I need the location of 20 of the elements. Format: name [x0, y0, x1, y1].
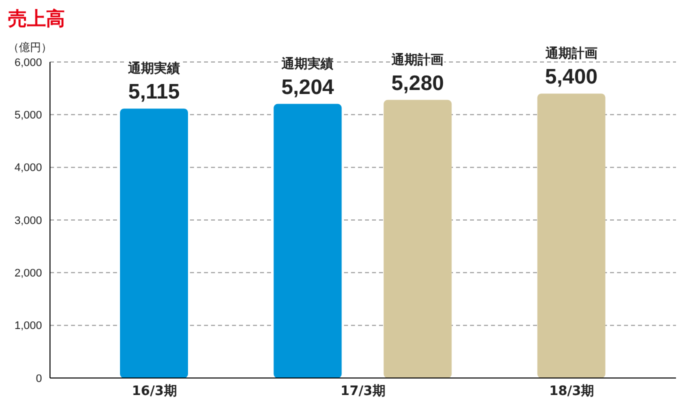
y-tick-label: 0	[36, 372, 42, 385]
y-axis-title: （億円）	[8, 41, 52, 54]
y-tick-label: 3,000	[14, 214, 42, 227]
data-label: 5,400	[545, 66, 598, 89]
y-tick-label: 1,000	[14, 320, 42, 332]
data-label: 5,115	[128, 80, 180, 104]
x-tick-label: 18/3期	[549, 384, 594, 400]
text: 通期実績	[282, 56, 334, 72]
x-tick-label: 17/3期	[340, 384, 386, 400]
y-tick-label: 5,000	[14, 110, 42, 122]
data-label: 5,204	[281, 76, 334, 99]
text: 通期計画	[392, 52, 444, 68]
y-tick-label: 4,000	[14, 162, 42, 174]
text: 通期実績	[127, 60, 180, 77]
x-tick-label: 16/3期	[132, 384, 177, 400]
data-label: 5,280	[391, 72, 444, 95]
chart-title: 売上高	[8, 8, 65, 30]
text: 通期計画	[544, 46, 598, 62]
y-tick-label: 6,000	[14, 56, 42, 69]
y-tick-label: 2,000	[14, 268, 42, 280]
